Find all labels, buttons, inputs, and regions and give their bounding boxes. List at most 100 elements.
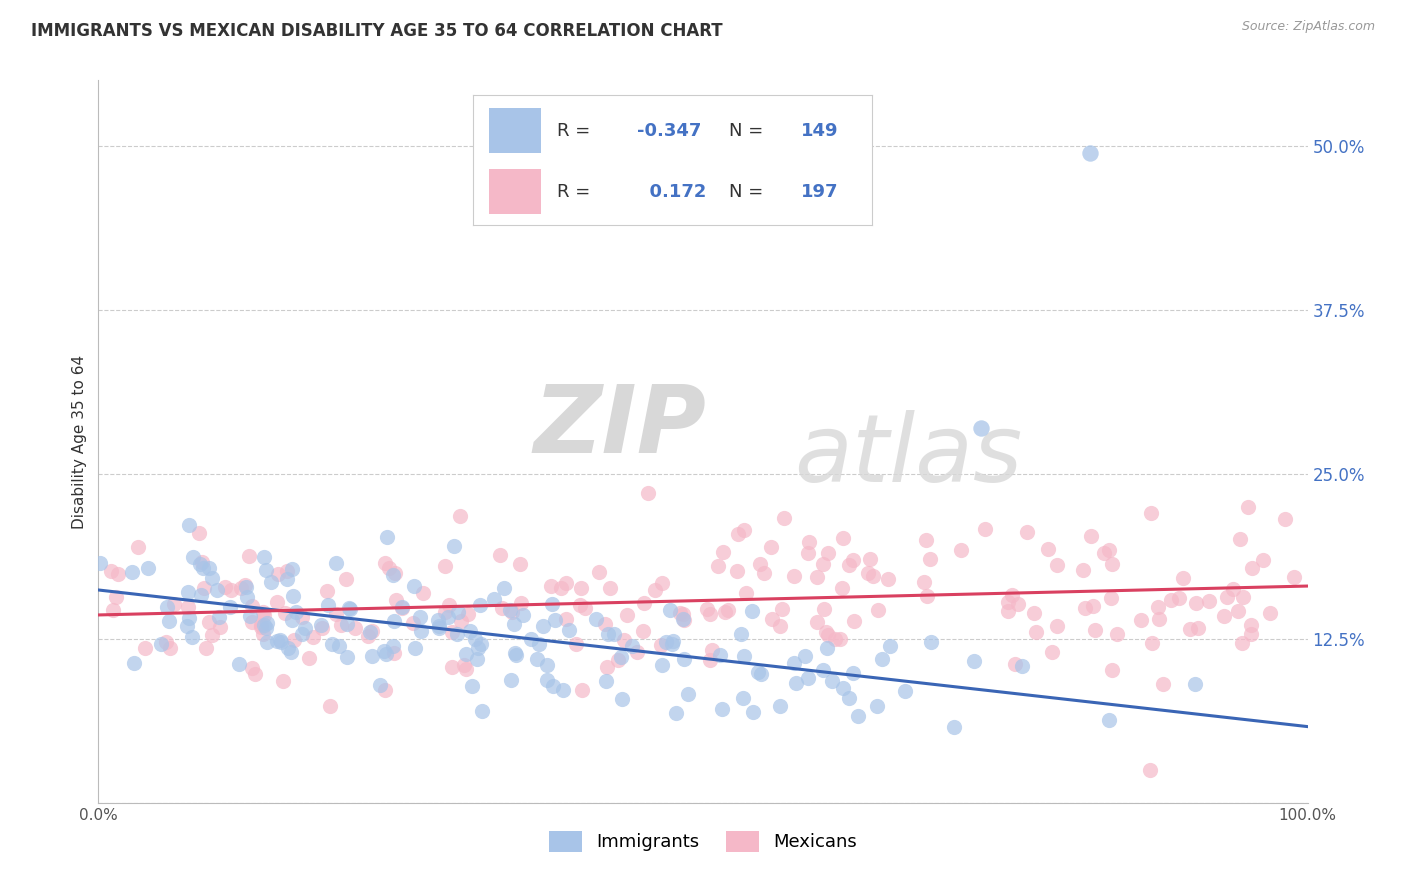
Point [747, 665, 769, 680]
Point [176, 599, 198, 614]
Point [235, 590, 257, 604]
Point [382, 646, 405, 660]
Point [540, 579, 562, 593]
Point [219, 582, 242, 597]
Point [610, 692, 633, 706]
Point [412, 586, 434, 600]
Point [391, 599, 413, 614]
Point [235, 580, 257, 594]
Point [201, 571, 224, 585]
Point [821, 673, 844, 688]
Point [709, 648, 731, 662]
Point [266, 634, 288, 648]
Point [404, 579, 426, 593]
Point [283, 632, 305, 647]
Point [134, 641, 156, 656]
Point [494, 581, 516, 595]
Point [464, 632, 486, 647]
Point [373, 644, 395, 658]
Point [866, 603, 889, 617]
Point [585, 612, 607, 626]
Point [862, 569, 884, 583]
Point [794, 648, 817, 663]
Point [456, 662, 478, 676]
Point [1184, 677, 1206, 691]
Point [253, 549, 276, 564]
Point [256, 615, 278, 630]
Point [1178, 622, 1201, 636]
Text: IMMIGRANTS VS MEXICAN DISABILITY AGE 35 TO 64 CORRELATION CHART: IMMIGRANTS VS MEXICAN DISABILITY AGE 35 … [31, 22, 723, 40]
Point [434, 605, 457, 619]
Point [914, 533, 936, 547]
Point [281, 562, 304, 576]
Point [742, 705, 765, 719]
Point [879, 639, 901, 653]
Point [1022, 606, 1045, 620]
Point [1092, 545, 1115, 559]
Point [335, 573, 357, 587]
Point [1147, 599, 1170, 614]
Point [89, 556, 111, 570]
Point [672, 607, 695, 622]
Point [280, 645, 302, 659]
Point [512, 607, 534, 622]
Point [676, 687, 699, 701]
Point [359, 625, 381, 640]
Point [1084, 623, 1107, 637]
Point [253, 608, 276, 623]
Point [297, 650, 319, 665]
Point [449, 508, 471, 523]
Point [105, 590, 128, 604]
Point [1074, 601, 1097, 615]
Point [375, 530, 398, 544]
Point [661, 634, 683, 648]
Point [520, 632, 543, 646]
Point [725, 564, 748, 578]
Point [240, 661, 263, 675]
Point [1101, 663, 1123, 677]
Point [831, 581, 853, 595]
Point [915, 589, 938, 603]
Point [374, 647, 396, 661]
Point [1216, 590, 1239, 604]
Point [207, 583, 229, 598]
Point [1230, 636, 1253, 650]
Point [1078, 145, 1101, 160]
Point [377, 561, 399, 575]
Point [541, 679, 564, 693]
Point [470, 598, 492, 612]
Point [409, 624, 432, 638]
Point [1036, 542, 1059, 557]
Point [190, 588, 212, 602]
Point [541, 597, 564, 611]
Point [489, 548, 512, 562]
Point [783, 569, 806, 583]
Point [124, 656, 146, 670]
Point [337, 600, 360, 615]
Point [177, 610, 200, 624]
Point [260, 575, 283, 590]
Point [1007, 597, 1029, 611]
Point [1025, 625, 1047, 640]
Point [797, 546, 820, 560]
Point [876, 572, 898, 586]
Point [769, 698, 792, 713]
Point [427, 618, 450, 632]
Point [269, 633, 291, 648]
Point [402, 616, 425, 631]
Point [311, 621, 333, 635]
Point [231, 582, 253, 596]
Point [1187, 621, 1209, 635]
Point [360, 648, 382, 663]
Point [271, 674, 294, 689]
Point [717, 602, 740, 616]
Point [291, 626, 314, 640]
Point [544, 613, 567, 627]
Point [381, 568, 404, 582]
Point [699, 653, 721, 667]
Point [536, 673, 558, 688]
Point [404, 641, 426, 656]
Point [325, 607, 347, 622]
Point [1240, 627, 1263, 641]
Point [616, 608, 638, 623]
